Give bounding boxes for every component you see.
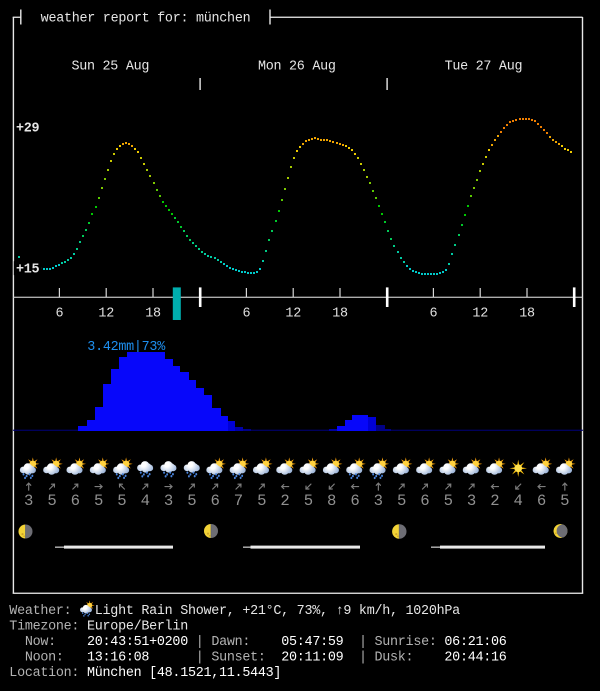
svg-text:6: 6 xyxy=(56,306,64,321)
svg-text:Timezone:: Timezone: xyxy=(9,619,79,634)
svg-text:13:16:08: 13:16:08 xyxy=(87,650,149,665)
svg-text:Sunset:: Sunset: xyxy=(211,650,265,665)
svg-text:Sun 25 Aug: Sun 25 Aug xyxy=(71,59,149,74)
svg-text:|: | xyxy=(359,635,367,650)
svg-text:3.42mm|73%: 3.42mm|73% xyxy=(87,340,166,355)
svg-text:18: 18 xyxy=(145,306,161,321)
svg-text:5: 5 xyxy=(560,492,569,510)
svg-text:Tue 27 Aug: Tue 27 Aug xyxy=(445,59,523,74)
svg-text:+29: +29 xyxy=(16,121,40,136)
svg-text:Mon 26 Aug: Mon 26 Aug xyxy=(258,59,336,74)
svg-text:|: | xyxy=(196,650,204,665)
svg-text:|: | xyxy=(359,650,367,665)
svg-text:5: 5 xyxy=(47,492,56,510)
svg-text:↑9 km/h, 1020hPa: ↑9 km/h, 1020hPa xyxy=(336,604,460,619)
svg-text:5: 5 xyxy=(444,492,453,510)
svg-text:8: 8 xyxy=(327,492,336,510)
svg-text:12: 12 xyxy=(285,306,301,321)
svg-text:12: 12 xyxy=(472,306,488,321)
svg-text:20:43:51+0200: 20:43:51+0200 xyxy=(87,635,188,650)
svg-text:Now:: Now: xyxy=(25,635,56,650)
svg-text:3: 3 xyxy=(164,492,173,510)
svg-text:|: | xyxy=(196,635,204,650)
svg-text:Location:: Location: xyxy=(9,666,79,681)
svg-text:6: 6 xyxy=(537,492,546,510)
svg-text:5: 5 xyxy=(94,492,103,510)
svg-text:20:44:16: 20:44:16 xyxy=(444,650,506,665)
svg-text:7: 7 xyxy=(234,492,243,510)
svg-text:6: 6 xyxy=(211,492,220,510)
svg-text:20:11:09: 20:11:09 xyxy=(281,650,343,665)
svg-text:6: 6 xyxy=(350,492,359,510)
svg-text:2: 2 xyxy=(490,492,499,510)
svg-text:München [48.1521,11.5443]: München [48.1521,11.5443] xyxy=(87,666,281,681)
svg-text:12: 12 xyxy=(98,306,114,321)
svg-text:2: 2 xyxy=(280,492,289,510)
svg-text:Dusk:: Dusk: xyxy=(374,650,413,665)
svg-text:3: 3 xyxy=(374,492,383,510)
svg-text:3: 3 xyxy=(24,492,33,510)
svg-text:6: 6 xyxy=(243,306,251,321)
svg-text:6: 6 xyxy=(430,306,438,321)
svg-text:Europe/Berlin: Europe/Berlin xyxy=(87,619,188,634)
svg-text:06:21:06: 06:21:06 xyxy=(444,635,506,650)
svg-text:Noon:: Noon: xyxy=(25,650,64,665)
svg-text:5: 5 xyxy=(187,492,196,510)
svg-text:5: 5 xyxy=(304,492,313,510)
svg-text:3: 3 xyxy=(467,492,476,510)
svg-text:weather report for: münchen: weather report for: münchen xyxy=(41,12,251,27)
svg-text:4: 4 xyxy=(141,492,150,510)
svg-text:18: 18 xyxy=(332,306,348,321)
svg-text:18: 18 xyxy=(519,306,535,321)
svg-text:5: 5 xyxy=(257,492,266,510)
svg-text:+15: +15 xyxy=(16,262,40,277)
svg-text:Sunrise:: Sunrise: xyxy=(374,635,436,650)
svg-text:6: 6 xyxy=(71,492,80,510)
svg-text:5: 5 xyxy=(397,492,406,510)
svg-text:5: 5 xyxy=(117,492,126,510)
svg-text:Light Rain Shower, +21°C, 73%,: Light Rain Shower, +21°C, 73%, xyxy=(95,604,336,619)
svg-text:4: 4 xyxy=(514,492,523,510)
svg-text:Dawn:: Dawn: xyxy=(211,635,250,650)
svg-text:6: 6 xyxy=(420,492,429,510)
svg-text:05:47:59: 05:47:59 xyxy=(281,635,343,650)
svg-text:Weather:: Weather: xyxy=(9,604,71,619)
